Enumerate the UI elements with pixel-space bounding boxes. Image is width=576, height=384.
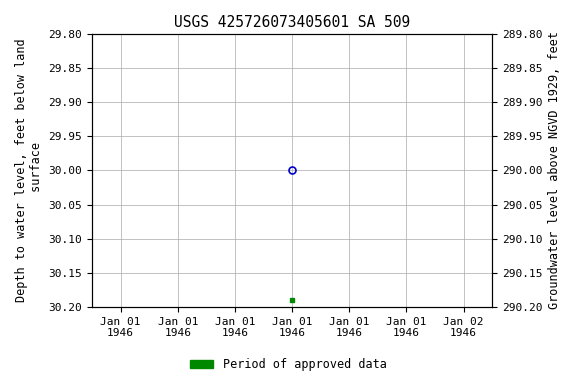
Y-axis label: Depth to water level, feet below land
 surface: Depth to water level, feet below land su… — [15, 39, 43, 302]
Legend: Period of approved data: Period of approved data — [185, 354, 391, 376]
Title: USGS 425726073405601 SA 509: USGS 425726073405601 SA 509 — [174, 15, 410, 30]
Y-axis label: Groundwater level above NGVD 1929, feet: Groundwater level above NGVD 1929, feet — [548, 31, 561, 310]
